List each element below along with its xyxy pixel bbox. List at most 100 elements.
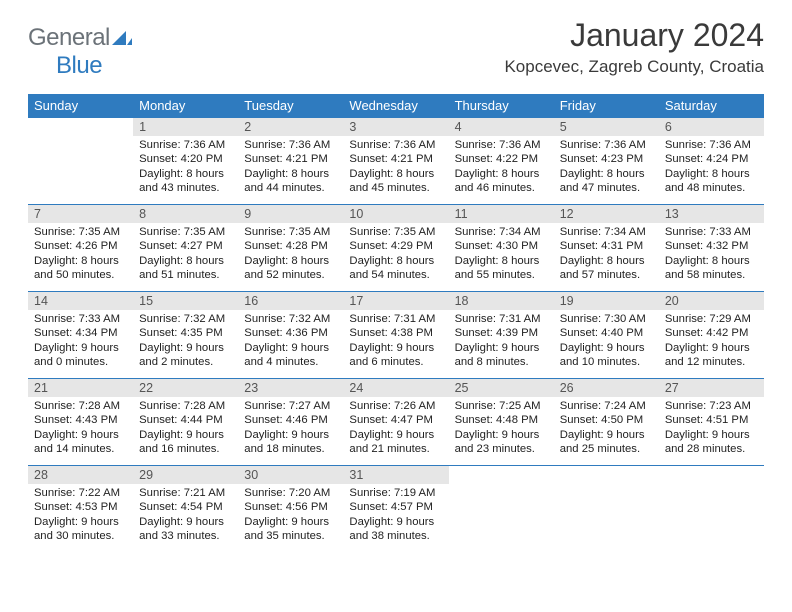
daylight-text-1: Daylight: 9 hours <box>34 428 129 442</box>
day-number-cell: 1 <box>133 118 238 137</box>
day-number-row: 123456 <box>28 118 764 137</box>
daylight-text-2: and 23 minutes. <box>455 442 550 456</box>
location-text: Kopcevec, Zagreb County, Croatia <box>504 57 764 77</box>
day-content-cell: Sunrise: 7:23 AMSunset: 4:51 PMDaylight:… <box>659 397 764 466</box>
sunset-text: Sunset: 4:50 PM <box>560 413 655 427</box>
daylight-text-1: Daylight: 8 hours <box>34 254 129 268</box>
weekday-header: Saturday <box>659 94 764 118</box>
sunrise-text: Sunrise: 7:36 AM <box>560 138 655 152</box>
day-content-row: Sunrise: 7:28 AMSunset: 4:43 PMDaylight:… <box>28 397 764 466</box>
day-content-cell: Sunrise: 7:24 AMSunset: 4:50 PMDaylight:… <box>554 397 659 466</box>
sunrise-text: Sunrise: 7:22 AM <box>34 486 129 500</box>
day-number-cell: 14 <box>28 292 133 311</box>
daylight-text-2: and 57 minutes. <box>560 268 655 282</box>
day-content-cell: Sunrise: 7:33 AMSunset: 4:32 PMDaylight:… <box>659 223 764 292</box>
sunset-text: Sunset: 4:34 PM <box>34 326 129 340</box>
day-content-row: Sunrise: 7:35 AMSunset: 4:26 PMDaylight:… <box>28 223 764 292</box>
day-number-cell: 7 <box>28 205 133 224</box>
day-content-cell: Sunrise: 7:26 AMSunset: 4:47 PMDaylight:… <box>343 397 448 466</box>
logo-general: General <box>28 24 110 51</box>
daylight-text-2: and 55 minutes. <box>455 268 550 282</box>
daylight-text-2: and 51 minutes. <box>139 268 234 282</box>
day-number-cell: 5 <box>554 118 659 137</box>
day-number-row: 78910111213 <box>28 205 764 224</box>
title-block: January 2024 Kopcevec, Zagreb County, Cr… <box>504 18 764 77</box>
daylight-text-2: and 25 minutes. <box>560 442 655 456</box>
daylight-text-1: Daylight: 9 hours <box>244 428 339 442</box>
day-content-cell: Sunrise: 7:25 AMSunset: 4:48 PMDaylight:… <box>449 397 554 466</box>
day-number-cell: 28 <box>28 466 133 485</box>
sunset-text: Sunset: 4:27 PM <box>139 239 234 253</box>
day-number-cell <box>449 466 554 485</box>
day-content-cell: Sunrise: 7:34 AMSunset: 4:30 PMDaylight:… <box>449 223 554 292</box>
day-content-cell: Sunrise: 7:29 AMSunset: 4:42 PMDaylight:… <box>659 310 764 379</box>
sunset-text: Sunset: 4:51 PM <box>665 413 760 427</box>
sunrise-text: Sunrise: 7:32 AM <box>139 312 234 326</box>
sunset-text: Sunset: 4:47 PM <box>349 413 444 427</box>
sunrise-text: Sunrise: 7:32 AM <box>244 312 339 326</box>
sunset-text: Sunset: 4:38 PM <box>349 326 444 340</box>
day-content-cell: Sunrise: 7:36 AMSunset: 4:21 PMDaylight:… <box>238 136 343 205</box>
sunrise-text: Sunrise: 7:23 AM <box>665 399 760 413</box>
daylight-text-2: and 50 minutes. <box>34 268 129 282</box>
sunset-text: Sunset: 4:24 PM <box>665 152 760 166</box>
day-content-cell <box>554 484 659 552</box>
day-number-cell: 8 <box>133 205 238 224</box>
daylight-text-2: and 54 minutes. <box>349 268 444 282</box>
day-content-cell: Sunrise: 7:36 AMSunset: 4:21 PMDaylight:… <box>343 136 448 205</box>
daylight-text-1: Daylight: 9 hours <box>139 341 234 355</box>
weekday-header: Monday <box>133 94 238 118</box>
sunrise-text: Sunrise: 7:30 AM <box>560 312 655 326</box>
day-content-cell: Sunrise: 7:35 AMSunset: 4:27 PMDaylight:… <box>133 223 238 292</box>
daylight-text-2: and 12 minutes. <box>665 355 760 369</box>
daylight-text-1: Daylight: 8 hours <box>139 167 234 181</box>
day-content-cell: Sunrise: 7:36 AMSunset: 4:20 PMDaylight:… <box>133 136 238 205</box>
day-content-cell: Sunrise: 7:22 AMSunset: 4:53 PMDaylight:… <box>28 484 133 552</box>
daylight-text-1: Daylight: 8 hours <box>349 167 444 181</box>
sunrise-text: Sunrise: 7:29 AM <box>665 312 760 326</box>
daylight-text-1: Daylight: 9 hours <box>244 341 339 355</box>
daylight-text-2: and 8 minutes. <box>455 355 550 369</box>
sunrise-text: Sunrise: 7:31 AM <box>349 312 444 326</box>
daylight-text-2: and 6 minutes. <box>349 355 444 369</box>
sunset-text: Sunset: 4:31 PM <box>560 239 655 253</box>
sunset-text: Sunset: 4:28 PM <box>244 239 339 253</box>
logo-sail-icon <box>112 32 132 49</box>
day-number-cell: 13 <box>659 205 764 224</box>
day-content-cell <box>28 136 133 205</box>
day-content-cell: Sunrise: 7:35 AMSunset: 4:29 PMDaylight:… <box>343 223 448 292</box>
day-number-row: 21222324252627 <box>28 379 764 398</box>
daylight-text-1: Daylight: 8 hours <box>455 254 550 268</box>
daylight-text-1: Daylight: 9 hours <box>455 428 550 442</box>
daylight-text-2: and 28 minutes. <box>665 442 760 456</box>
sunrise-text: Sunrise: 7:35 AM <box>34 225 129 239</box>
sunrise-text: Sunrise: 7:27 AM <box>244 399 339 413</box>
day-content-cell: Sunrise: 7:35 AMSunset: 4:26 PMDaylight:… <box>28 223 133 292</box>
sunrise-text: Sunrise: 7:33 AM <box>34 312 129 326</box>
daylight-text-1: Daylight: 9 hours <box>244 515 339 529</box>
sunset-text: Sunset: 4:21 PM <box>244 152 339 166</box>
day-number-cell: 31 <box>343 466 448 485</box>
daylight-text-1: Daylight: 9 hours <box>139 515 234 529</box>
daylight-text-2: and 16 minutes. <box>139 442 234 456</box>
weekday-header-row: Sunday Monday Tuesday Wednesday Thursday… <box>28 94 764 118</box>
day-number-row: 28293031 <box>28 466 764 485</box>
daylight-text-1: Daylight: 8 hours <box>349 254 444 268</box>
sunrise-text: Sunrise: 7:21 AM <box>139 486 234 500</box>
sunset-text: Sunset: 4:43 PM <box>34 413 129 427</box>
day-content-cell: Sunrise: 7:36 AMSunset: 4:22 PMDaylight:… <box>449 136 554 205</box>
sunset-text: Sunset: 4:57 PM <box>349 500 444 514</box>
sunset-text: Sunset: 4:32 PM <box>665 239 760 253</box>
daylight-text-2: and 35 minutes. <box>244 529 339 543</box>
sunset-text: Sunset: 4:30 PM <box>455 239 550 253</box>
sunset-text: Sunset: 4:54 PM <box>139 500 234 514</box>
sunset-text: Sunset: 4:40 PM <box>560 326 655 340</box>
sunset-text: Sunset: 4:44 PM <box>139 413 234 427</box>
daylight-text-1: Daylight: 9 hours <box>349 341 444 355</box>
day-number-cell: 21 <box>28 379 133 398</box>
daylight-text-1: Daylight: 8 hours <box>244 167 339 181</box>
sunset-text: Sunset: 4:22 PM <box>455 152 550 166</box>
logo-text: General Blue <box>28 24 132 80</box>
daylight-text-2: and 21 minutes. <box>349 442 444 456</box>
sunrise-text: Sunrise: 7:28 AM <box>34 399 129 413</box>
